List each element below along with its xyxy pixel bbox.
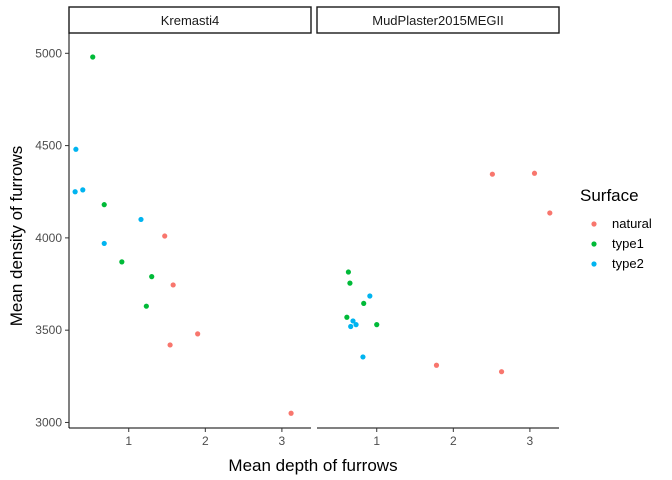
data-point-type2: [353, 322, 359, 328]
legend-item-natural: natural: [591, 216, 652, 231]
data-point-type2: [367, 293, 373, 299]
legend-items: natural type1 type2: [591, 216, 652, 271]
data-point-natural: [167, 342, 173, 348]
data-point-type2: [348, 323, 354, 330]
data-point-type2: [360, 354, 366, 360]
data-point-natural: [170, 282, 176, 288]
facet-strip-label: Kremasti4: [161, 13, 220, 28]
x-tick-label: 1: [373, 434, 380, 448]
x-tick-label: 2: [202, 434, 209, 448]
data-point-type1: [345, 269, 351, 275]
legend: Surface natural type1 type2: [580, 186, 652, 271]
x-tick-label: 3: [527, 434, 534, 448]
data-point-natural: [489, 171, 495, 177]
data-point-type2: [72, 189, 78, 195]
legend-label: natural: [612, 216, 652, 231]
data-point-type1: [149, 274, 155, 280]
x-tick-label: 3: [279, 434, 286, 448]
data-point-type1: [119, 259, 125, 265]
y-tick-label: 5000: [35, 46, 62, 60]
data-point-natural: [498, 369, 505, 375]
data-point-natural: [531, 170, 538, 176]
facet-strip-label: MudPlaster2015MEGII: [372, 13, 504, 28]
legend-key-natural: [591, 221, 597, 227]
legend-key-type2: [591, 261, 597, 267]
facet-panel: Kremasti4 1 2 3 3000 3500 4000 4500 5000: [35, 6, 312, 448]
y-tick-label: 4000: [35, 231, 62, 245]
data-point-natural: [547, 210, 553, 216]
data-point-type1: [374, 322, 380, 328]
y-tick-label: 3000: [35, 415, 62, 429]
legend-label: type2: [612, 256, 644, 271]
data-point-type1: [361, 300, 367, 307]
data-point-type2: [101, 240, 107, 247]
x-axis-title: Mean depth of furrows: [228, 456, 397, 475]
data-point-natural: [433, 362, 440, 368]
data-point-type2: [138, 216, 144, 223]
legend-title: Surface: [580, 186, 639, 205]
data-point-type1: [347, 280, 353, 286]
data-point-type2: [80, 187, 86, 193]
legend-label: type1: [612, 236, 644, 251]
data-point-type1: [90, 54, 96, 60]
data-point-type2: [73, 146, 79, 152]
y-axis-title: Mean density of furrows: [7, 146, 26, 326]
y-tick-label: 3500: [35, 323, 62, 337]
data-point-type1: [143, 303, 149, 309]
data-point-type1: [344, 314, 350, 320]
facet-strip: [316, 6, 560, 34]
x-tick-label: 1: [125, 434, 132, 448]
legend-key-type1: [591, 241, 597, 247]
data-point-type1: [101, 202, 107, 208]
panels: Kremasti4 1 2 3 3000 3500 4000 4500 5000 MudPlast…: [35, 6, 560, 448]
data-point-natural: [195, 331, 201, 337]
facet-strip: [68, 6, 312, 34]
legend-item-type1: type1: [591, 236, 644, 251]
data-point-natural: [162, 233, 168, 239]
y-tick-label: 4500: [35, 139, 62, 153]
x-tick-label: 2: [450, 434, 457, 448]
data-point-type2: [350, 318, 356, 324]
axis-titles: Mean depth of furrows Mean density of fu…: [7, 146, 398, 475]
legend-item-type2: type2: [591, 256, 644, 271]
facet-panel: MudPlaster2015MEGII 1 2 3: [316, 6, 560, 448]
data-point-natural: [288, 410, 294, 416]
